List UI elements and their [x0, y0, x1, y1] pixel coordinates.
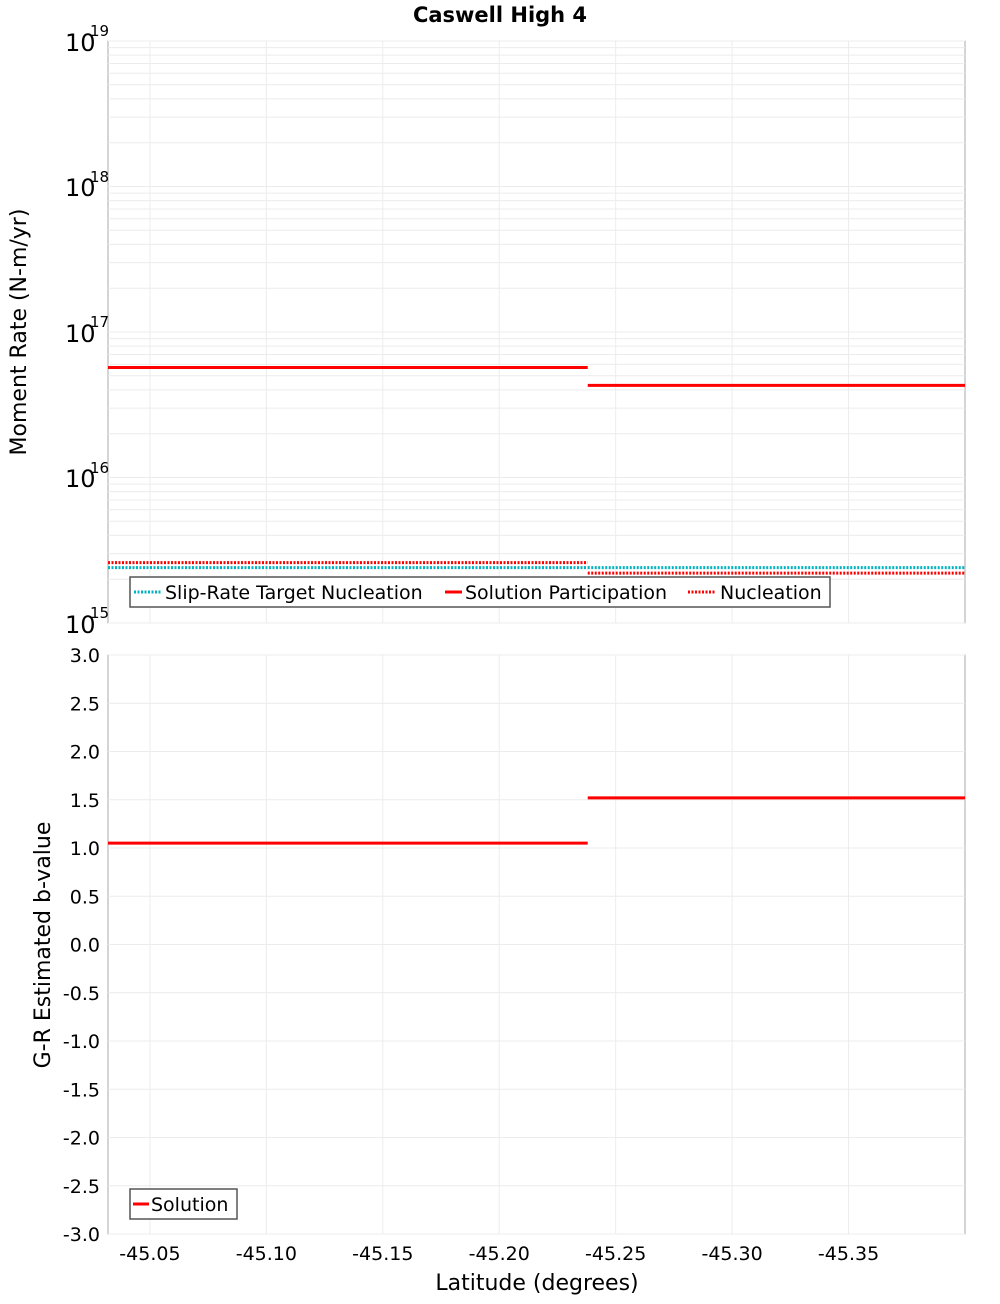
ytick-label: 3.0	[70, 645, 100, 667]
xtick-label: -45.20	[469, 1243, 530, 1265]
top-legend: Slip-Rate Target Nucleation Solution Par…	[130, 577, 830, 607]
ytick-label: 2.0	[70, 742, 100, 764]
ytick-label: 2.5	[70, 693, 100, 715]
bottom-plot: 3.0 2.5 2.0 1.5 1.0 0.5 0.0 -0.5 -1.0 -1.5 -2.0 -2.…	[31, 645, 965, 1246]
ytick-exp: 18	[90, 168, 109, 186]
ytick-label: -3.0	[63, 1224, 100, 1246]
ytick-label: -1.5	[63, 1079, 100, 1101]
xtick-label: -45.10	[236, 1243, 297, 1265]
ytick-exp: 19	[90, 22, 109, 40]
bottom-legend: Solution	[130, 1189, 237, 1219]
ytick-label: 0.0	[70, 935, 100, 957]
xtick-label: -45.15	[352, 1243, 413, 1265]
ytick-exp: 16	[90, 459, 109, 477]
xtick-label: -45.05	[119, 1243, 180, 1265]
xtick-label: -45.30	[701, 1243, 762, 1265]
top-ylabel: Moment Rate (N-m/yr)	[7, 209, 32, 456]
x-axis-label: Latitude (degrees)	[435, 1271, 638, 1296]
chart-title: Caswell High 4	[413, 3, 587, 27]
top-yticks: 10 19 10 18 10 17 10 16 10 15	[65, 22, 109, 639]
ytick-label: -0.5	[63, 983, 100, 1005]
bottom-yticks: 3.0 2.5 2.0 1.5 1.0 0.5 0.0 -0.5 -1.0 -1.5 -2.0 -2.…	[63, 645, 100, 1246]
ytick-label: 1.5	[70, 790, 100, 812]
top-plot: 10 19 10 18 10 17 10 16 10 15 Moment Rat…	[7, 22, 965, 639]
ytick-label: 0.5	[70, 886, 100, 908]
ytick-label: -1.0	[63, 1031, 100, 1053]
legend-solution-label: Solution	[151, 1194, 228, 1216]
ytick-label: 1.0	[70, 838, 100, 860]
bottom-ylabel: G-R Estimated b-value	[31, 822, 56, 1069]
ytick-exp: 15	[90, 604, 109, 622]
ytick-label: -2.0	[63, 1128, 100, 1150]
xtick-label: -45.35	[818, 1243, 879, 1265]
x-axis-ticks: -45.05 -45.10 -45.15 -45.20 -45.25 -45.30 -45.…	[119, 1243, 879, 1265]
chart-figure: Caswell High 4 10 19 10 18 10 17 10 16 1…	[0, 0, 1000, 1300]
xtick-label: -45.25	[585, 1243, 646, 1265]
legend-solution-label: Solution Participation	[465, 582, 667, 604]
ytick-label: -2.5	[63, 1176, 100, 1198]
legend-nucleation-label: Nucleation	[720, 582, 822, 604]
ytick-exp: 17	[90, 313, 109, 331]
legend-target-label: Slip-Rate Target Nucleation	[165, 582, 423, 604]
